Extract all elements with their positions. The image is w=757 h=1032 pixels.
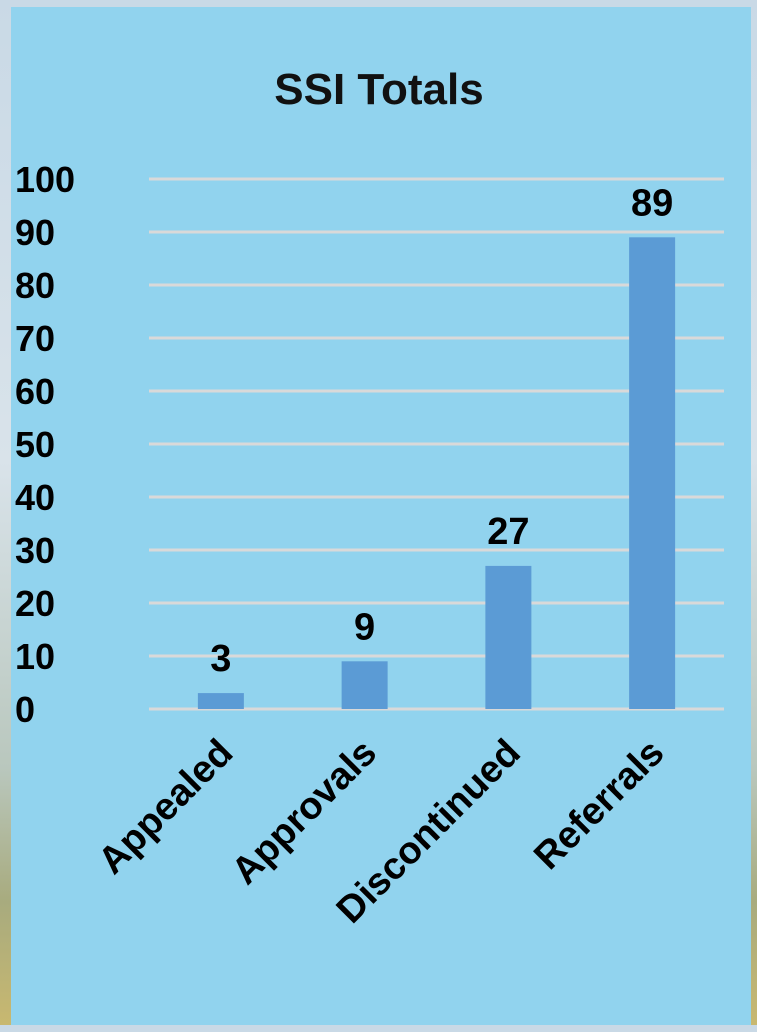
y-tick-label: 10 [15, 636, 55, 677]
data-labels: 3 9 27 89 [210, 182, 673, 680]
x-category-label: Referrals [526, 732, 672, 878]
bar-chart: SSI Totals 0 10 20 30 40 50 60 70 80 90 100 3 9 27 89… [15, 65, 724, 932]
y-tick-label: 40 [15, 477, 55, 518]
chart-title: SSI Totals [274, 65, 483, 114]
bar-discontinued [485, 565, 532, 709]
data-label-discontinued: 27 [487, 511, 529, 553]
gridlines [149, 177, 724, 711]
y-tick-label: 60 [15, 371, 55, 412]
y-tick-label: 20 [15, 583, 55, 624]
x-category-label: Appealed [91, 732, 242, 883]
y-tick-label: 80 [15, 265, 55, 306]
y-tick-label: 70 [15, 318, 55, 359]
bars [197, 237, 676, 710]
y-tick-label: 90 [15, 212, 55, 253]
y-tick-label: 30 [15, 530, 55, 571]
data-label-referrals: 89 [631, 182, 673, 224]
y-tick-label: 50 [15, 424, 55, 465]
y-axis-tick-labels: 0 10 20 30 40 50 60 70 80 90 100 [15, 159, 75, 730]
y-tick-label: 100 [15, 159, 75, 200]
bar-approvals [341, 661, 388, 709]
data-label-appealed: 3 [210, 638, 231, 680]
y-tick-label: 0 [15, 689, 35, 730]
data-label-approvals: 9 [354, 606, 375, 648]
bar-appealed [197, 693, 244, 709]
bar-referrals [629, 237, 676, 710]
chart-panel: SSI Totals 0 10 20 30 40 50 60 70 80 90 100 3 9 27 89… [11, 7, 751, 1025]
